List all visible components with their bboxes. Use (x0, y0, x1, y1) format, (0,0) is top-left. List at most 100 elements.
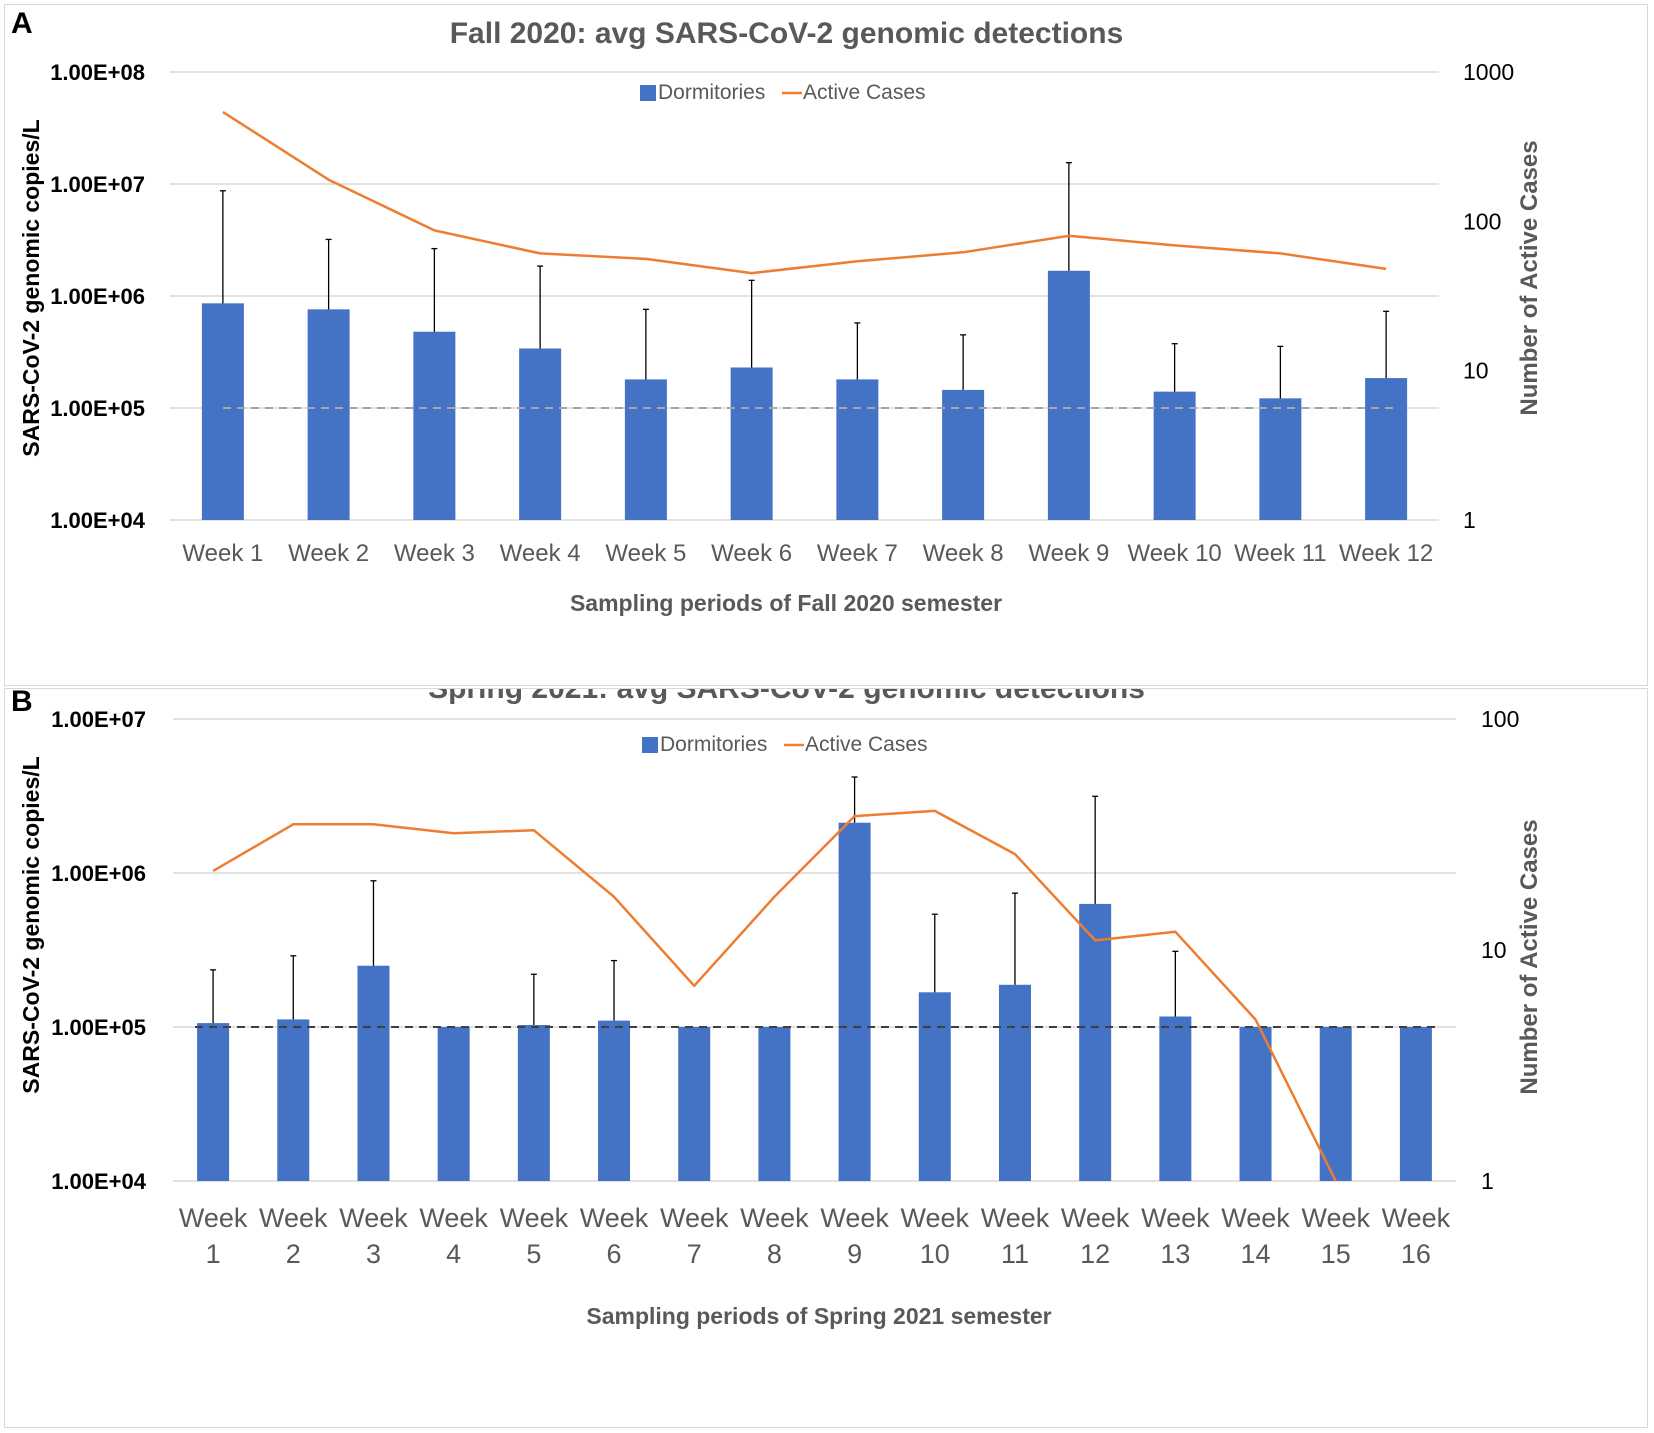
x-tick-label: Week (901, 1203, 970, 1233)
bar (758, 1027, 791, 1181)
y-tick-label-left: 1.00E+07 (51, 707, 146, 732)
bar (624, 379, 667, 520)
bar (838, 822, 871, 1181)
x-tick-label: Week 5 (605, 540, 686, 567)
x-tick-label: Week (419, 1203, 488, 1233)
bar (277, 1019, 310, 1181)
x-tick-label: Week (660, 1203, 729, 1233)
x-tick-label: Week (179, 1203, 248, 1233)
bar (437, 1027, 470, 1181)
y-tick-label-left: 1.00E+06 (51, 861, 146, 886)
y-axis-label-left: SARS-CoV-2 genomic copies/L (18, 119, 44, 456)
x-tick-label: 10 (920, 1239, 950, 1269)
bar (678, 1027, 711, 1181)
y-tick-label-right: 1 (1481, 1168, 1494, 1194)
x-tick-label: Week 10 (1127, 540, 1221, 567)
bar (1319, 1027, 1352, 1181)
bar (998, 984, 1031, 1181)
bar (1239, 1027, 1272, 1181)
x-axis-label: Sampling periods of Spring 2021 semester (586, 1303, 1051, 1329)
x-tick-label: 8 (767, 1239, 782, 1269)
y-tick-label-left: 1.00E+06 (50, 284, 145, 309)
x-tick-label: 4 (446, 1239, 461, 1269)
chart-panel-a: A Fall 2020: avg SARS-CoV-2 genomic dete… (4, 4, 1648, 686)
y-tick-label-left: 1.00E+04 (51, 1169, 147, 1194)
x-tick-label: Week (740, 1203, 809, 1233)
bar (1079, 903, 1112, 1181)
y-tick-label-right: 100 (1481, 706, 1519, 732)
panel-label-a: A (11, 7, 33, 40)
bar (201, 303, 244, 520)
y-tick-label-right: 100 (1463, 208, 1501, 234)
x-axis-label: Sampling periods of Fall 2020 semester (570, 590, 1002, 616)
legend-label-dormitories: Dormitories (660, 733, 767, 756)
bar (1047, 270, 1090, 520)
x-tick-label: Week 3 (394, 540, 475, 567)
x-tick-label: Week (1221, 1203, 1290, 1233)
x-tick-label: 15 (1321, 1239, 1351, 1269)
bar (1365, 378, 1408, 520)
x-tick-label: 1 (206, 1239, 221, 1269)
active-cases-line (212, 809, 1337, 1182)
x-tick-label: Week 6 (711, 540, 792, 567)
bar (357, 965, 390, 1181)
x-tick-label: Week 2 (288, 540, 369, 567)
y-tick-label-left: 1.00E+08 (50, 60, 145, 85)
bar (730, 367, 773, 520)
bar (519, 348, 562, 520)
bar (836, 379, 879, 520)
bar (307, 309, 350, 520)
y-axis-label-right: Number of Active Cases (1516, 819, 1543, 1094)
x-tick-label: 12 (1080, 1239, 1110, 1269)
legend-label-active-cases: Active Cases (803, 81, 926, 104)
y-tick-label-right: 1 (1463, 507, 1476, 533)
bar (598, 1020, 631, 1181)
x-tick-label: 9 (847, 1239, 862, 1269)
x-tick-label: Week 1 (182, 540, 263, 567)
bar (1153, 391, 1196, 520)
x-tick-label: Week 7 (817, 540, 898, 567)
chart-b-svg: Spring 2021: avg SARS-CoV-2 genomic dete… (18, 689, 1543, 1329)
x-tick-label: Week 11 (1234, 540, 1327, 567)
x-tick-label: 6 (607, 1239, 622, 1269)
bar (413, 331, 456, 520)
x-tick-label: Week (259, 1203, 328, 1233)
x-tick-label: Week (580, 1203, 649, 1233)
legend-swatch-dormitories (642, 737, 658, 753)
x-tick-label: 11 (1001, 1239, 1029, 1269)
chart-title: Fall 2020: avg SARS-CoV-2 genomic detect… (450, 17, 1124, 50)
bar (1259, 398, 1302, 520)
y-tick-label-right: 1000 (1463, 59, 1514, 85)
x-tick-label: 13 (1160, 1239, 1190, 1269)
bar (1159, 1016, 1192, 1181)
x-tick-label: 3 (366, 1239, 381, 1269)
active-cases-line (222, 110, 1387, 275)
y-axis-label-left: SARS-CoV-2 genomic copies/L (18, 756, 44, 1093)
x-tick-label: Week (1301, 1203, 1370, 1233)
x-tick-label: 7 (687, 1239, 702, 1269)
chart-title: Spring 2021: avg SARS-CoV-2 genomic dete… (428, 689, 1145, 705)
panel-label-b: B (11, 685, 33, 718)
legend-label-dormitories: Dormitories (658, 81, 765, 104)
x-tick-label: Week (1141, 1203, 1210, 1233)
x-tick-label: Week 4 (500, 540, 581, 567)
x-tick-label: Week (981, 1203, 1050, 1233)
legend-label-active-cases: Active Cases (805, 733, 928, 756)
y-axis-label-right: Number of Active Cases (1516, 140, 1543, 415)
x-tick-label: 16 (1401, 1239, 1431, 1269)
y-tick-label-left: 1.00E+05 (50, 396, 145, 421)
chart-panel-b: B Spring 2021: avg SARS-CoV-2 genomic de… (4, 685, 1648, 1428)
bar (197, 1023, 230, 1181)
y-tick-label-right: 10 (1463, 358, 1489, 384)
bar (918, 992, 951, 1181)
x-tick-label: 2 (286, 1239, 301, 1269)
x-tick-label: Week (339, 1203, 408, 1233)
x-tick-label: Week (1382, 1203, 1451, 1233)
y-tick-label-left: 1.00E+04 (50, 508, 146, 533)
bar (942, 389, 985, 520)
bar (1399, 1027, 1432, 1181)
x-tick-label: Week (1061, 1203, 1130, 1233)
y-tick-label-left: 1.00E+07 (50, 172, 145, 197)
x-tick-label: 14 (1241, 1239, 1271, 1269)
legend-swatch-dormitories (640, 85, 656, 101)
